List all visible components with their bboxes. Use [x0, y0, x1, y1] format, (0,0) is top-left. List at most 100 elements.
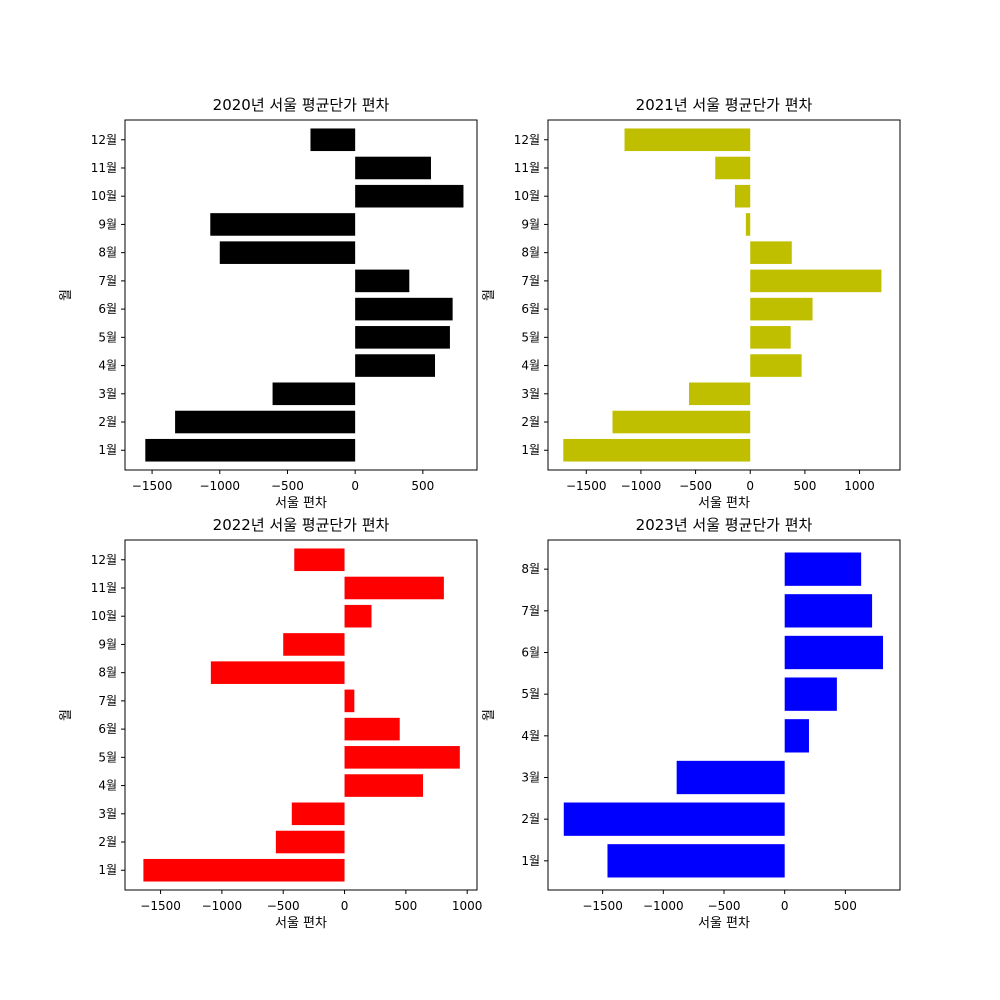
- chart-title: 2020년 서울 평균단가 편차: [213, 96, 390, 114]
- chart-3: 1월 2월 3월 4월 5월 6월 7월 8월 −1500 −1000 −500 0 500 2023년 …: [482, 516, 901, 931]
- y-tick-label: 4월: [521, 359, 540, 373]
- bar-5월: [344, 746, 460, 769]
- y-tick-label: 2월: [98, 835, 117, 849]
- x-tick-label: 0: [341, 899, 349, 913]
- x-tick-label: 0: [781, 899, 789, 913]
- y-axis-label: 월: [482, 289, 497, 301]
- y-tick-label: 4월: [98, 779, 117, 793]
- x-tick-label: −1000: [621, 479, 662, 493]
- axes-frame: [124, 119, 478, 471]
- bar-9월: [210, 213, 356, 236]
- y-axis-label: 월: [482, 709, 497, 721]
- x-tick-label: 500: [793, 479, 816, 493]
- x-tick-label: 500: [394, 899, 417, 913]
- x-tick-label: −1000: [199, 479, 240, 493]
- y-tick-label: 12월: [514, 133, 540, 147]
- y-tick-label: 10월: [514, 189, 540, 203]
- y-tick-label: 3월: [521, 771, 540, 785]
- y-tick-label: 6월: [98, 722, 117, 736]
- y-tick-label: 5월: [521, 687, 540, 701]
- y-tick-label: 5월: [98, 330, 117, 344]
- bar-4월: [784, 719, 809, 753]
- y-tick-label: 7월: [98, 274, 117, 288]
- y-tick-label: 12월: [91, 553, 117, 567]
- bar-4월: [750, 354, 802, 377]
- y-tick-label: 11월: [91, 581, 117, 595]
- y-tick-label: 8월: [521, 246, 540, 260]
- bar-3월: [689, 382, 751, 406]
- y-tick-label: 2월: [98, 415, 117, 429]
- y-tick-label: 7월: [98, 694, 117, 708]
- bar-1월: [607, 844, 785, 878]
- y-tick-label: 7월: [521, 274, 540, 288]
- x-axis-label: 서울 편차: [275, 496, 327, 511]
- x-tick-label: −1500: [566, 479, 607, 493]
- bar-9월: [745, 213, 751, 236]
- bar-11월: [355, 156, 431, 180]
- bar-2월: [563, 802, 785, 836]
- y-tick-label: 6월: [521, 646, 540, 660]
- bar-12월: [310, 128, 356, 152]
- bar-1월: [145, 438, 356, 462]
- y-tick-label: 8월: [521, 562, 540, 576]
- bar-7월: [784, 594, 873, 628]
- bar-4월: [344, 774, 424, 797]
- bar-1월: [143, 858, 345, 882]
- x-tick-label: −1000: [202, 899, 243, 913]
- bar-8월: [750, 241, 792, 264]
- bar-8월: [210, 661, 345, 684]
- bar-6월: [355, 297, 453, 321]
- x-axis-label: 서울 편차: [275, 916, 327, 931]
- bar-12월: [294, 548, 345, 572]
- bar-11월: [344, 576, 444, 600]
- bar-8월: [219, 241, 356, 264]
- x-tick-label: 500: [834, 899, 857, 913]
- x-axis-label: 서울 편차: [698, 496, 750, 511]
- chart-title: 2023년 서울 평균단가 편차: [636, 516, 813, 534]
- x-tick-label: −500: [679, 479, 712, 493]
- bar-6월: [344, 717, 400, 741]
- bar-2월: [275, 830, 345, 854]
- x-tick-label: 500: [411, 479, 434, 493]
- bar-9월: [283, 633, 345, 656]
- bar-10월: [734, 184, 751, 208]
- bar-10월: [355, 184, 464, 208]
- y-tick-label: 1월: [98, 443, 117, 457]
- bar-2월: [612, 410, 751, 434]
- bar-6월: [784, 635, 884, 670]
- y-tick-label: 8월: [98, 666, 117, 680]
- x-tick-label: −500: [271, 479, 304, 493]
- axes-frame: [547, 119, 901, 471]
- chart-2: 1월 2월 3월 4월 5월 6월 7월 8월 9월 10월 11월 12월 −1500 −1000 −50…: [59, 516, 482, 931]
- y-tick-label: 3월: [521, 387, 540, 401]
- y-tick-label: 6월: [98, 302, 117, 316]
- x-tick-label: 1000: [452, 899, 483, 913]
- bar-5월: [750, 326, 791, 349]
- bar-1월: [563, 438, 751, 462]
- y-axis-label: 월: [59, 709, 74, 721]
- bar-6월: [750, 297, 813, 321]
- y-tick-label: 1월: [521, 443, 540, 457]
- bar-7월: [344, 689, 355, 713]
- y-tick-label: 5월: [521, 330, 540, 344]
- x-tick-label: 1000: [844, 479, 875, 493]
- y-tick-label: 4월: [521, 729, 540, 743]
- y-tick-label: 12월: [91, 133, 117, 147]
- y-tick-label: 5월: [98, 750, 117, 764]
- x-tick-label: −1000: [643, 899, 684, 913]
- bar-2월: [175, 410, 356, 434]
- x-tick-label: −1500: [140, 899, 181, 913]
- y-tick-label: 1월: [521, 854, 540, 868]
- bar-12월: [624, 128, 751, 152]
- y-tick-label: 1월: [98, 863, 117, 877]
- y-tick-label: 7월: [521, 604, 540, 618]
- bar-3월: [676, 760, 785, 795]
- x-axis-label: 서울 편차: [698, 916, 750, 931]
- x-tick-label: −1500: [132, 479, 173, 493]
- bar-10월: [344, 604, 372, 628]
- y-tick-label: 6월: [521, 302, 540, 316]
- y-tick-label: 10월: [91, 609, 117, 623]
- y-tick-label: 11월: [91, 161, 117, 175]
- y-axis-label: 월: [59, 289, 74, 301]
- y-tick-label: 3월: [98, 387, 117, 401]
